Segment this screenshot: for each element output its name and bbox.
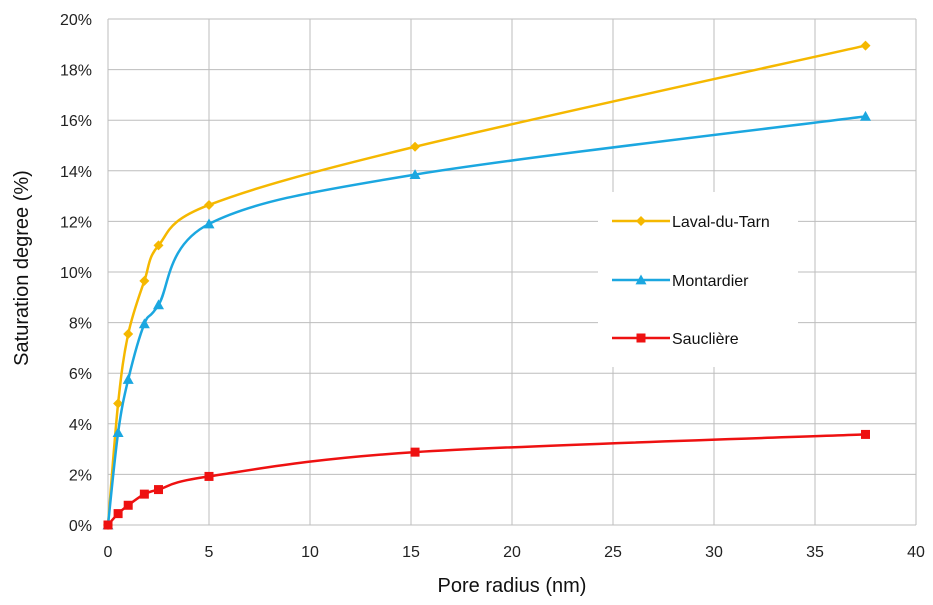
y-axis-title: Saturation degree (%) [11,170,33,366]
x-tick-label: 5 [205,544,214,561]
y-tick-label: 0% [69,518,92,535]
y-tick-label: 10% [60,265,92,282]
y-axis-ticks: 0% 2% 4% 6% 8% 10% 12% 14% 16% 18% 20% [60,12,92,535]
data-point-saucli-re [204,471,214,481]
x-tick-label: 20 [503,544,521,561]
data-point-laval-du-tarn [123,328,134,339]
y-tick-label: 20% [60,12,92,29]
data-point-laval-du-tarn [204,199,214,210]
series-line-saucli-re [107,433,866,526]
legend-label: Montardier [672,273,749,290]
legend-marker [635,274,647,285]
series-lines [102,40,871,530]
y-tick-label: 8% [69,316,92,333]
data-point-laval-du-tarn [153,240,164,251]
data-point-saucli-re [113,509,123,519]
series-line-laval-du-tarn [106,44,866,526]
y-tick-label: 18% [60,63,92,80]
data-point-saucli-re [123,500,133,510]
y-tick-label: 14% [60,164,92,181]
legend-marker [636,216,646,226]
x-tick-label: 35 [806,544,824,561]
legend-marker [636,333,646,343]
series-montardier [102,110,871,530]
legend-item-montardier: Montardier [612,273,749,290]
y-tick-label: 6% [69,366,92,383]
x-axis-title: Pore radius (nm) [438,575,587,597]
x-tick-label: 40 [907,544,925,561]
legend-item-saucli-re: Sauclière [612,331,739,348]
data-point-saucli-re [154,485,163,495]
data-point-saucli-re [139,489,149,499]
data-point-saucli-re [410,447,420,457]
data-point-laval-du-tarn [139,275,150,286]
data-point-montardier [112,427,124,438]
y-tick-label: 16% [60,113,92,130]
y-tick-label: 4% [69,417,92,434]
data-point-montardier [138,318,150,329]
legend-label: Laval-du-Tarn [672,214,770,231]
y-tick-label: 2% [69,467,92,484]
data-point-montardier [860,110,871,121]
x-tick-label: 30 [705,544,723,561]
data-point-laval-du-tarn [860,40,871,51]
legend-label: Sauclière [672,331,739,348]
data-point-montardier [203,218,215,229]
data-point-saucli-re [103,520,113,530]
x-tick-label: 15 [402,544,420,561]
data-point-laval-du-tarn [410,141,421,152]
x-tick-label: 25 [604,544,622,561]
legend-item-laval-du-tarn: Laval-du-Tarn [612,214,770,231]
x-tick-label: 10 [301,544,319,561]
data-point-laval-du-tarn [113,398,124,409]
data-point-saucli-re [861,429,870,439]
series-line-montardier [106,115,866,526]
x-tick-label: 0 [104,544,113,561]
legend: Laval-du-Tarn Montardier Sauclière [598,192,798,367]
series-saucli-re [103,429,870,530]
data-point-montardier [122,374,134,384]
data-point-montardier [409,169,421,179]
y-tick-label: 12% [60,214,92,231]
x-axis-ticks: 0 5 10 15 20 25 30 35 40 [104,544,925,561]
data-point-montardier [153,299,164,310]
